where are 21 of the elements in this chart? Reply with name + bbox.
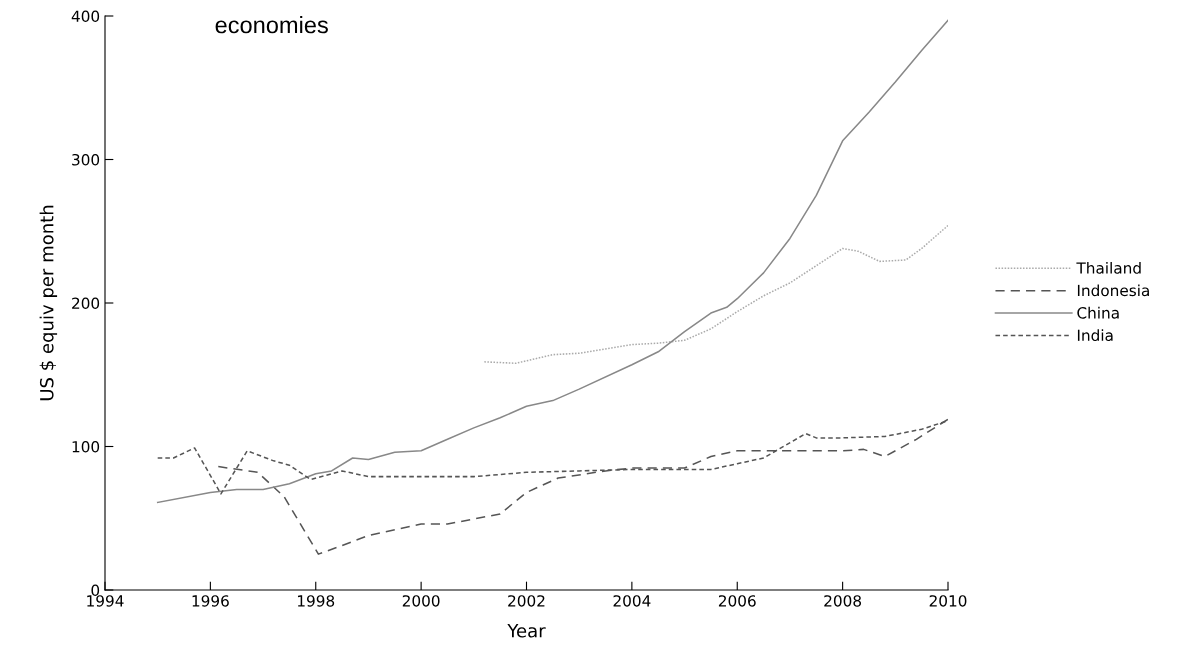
y-axis-title: US $ equiv per month <box>39 205 58 401</box>
x-tick-label: 1998 <box>297 595 335 607</box>
x-tick-label: 1994 <box>87 595 124 607</box>
x-axis-title: Year <box>507 624 546 638</box>
x-tick-label: 2010 <box>929 595 967 607</box>
chart-title: economies <box>215 16 328 34</box>
legend-label: India <box>1077 329 1113 342</box>
x-tick-label: 2002 <box>508 595 545 607</box>
y-tick-label: 300 <box>72 153 100 166</box>
y-tick-label: 400 <box>71 10 100 23</box>
x-tick-label: 2000 <box>402 595 440 607</box>
legend-label: Thailand <box>1076 261 1141 274</box>
legend-label: China <box>1077 306 1119 319</box>
legend-label: Indonesia <box>1077 284 1149 297</box>
x-tick-label: 2008 <box>824 595 862 607</box>
y-tick-label: 200 <box>72 297 100 310</box>
x-tick-label: 2006 <box>718 595 756 607</box>
x-tick-label: 1996 <box>192 595 229 607</box>
x-tick-label: 2004 <box>613 595 651 607</box>
line-series <box>483 224 948 365</box>
y-tick-label: 100 <box>72 440 100 453</box>
